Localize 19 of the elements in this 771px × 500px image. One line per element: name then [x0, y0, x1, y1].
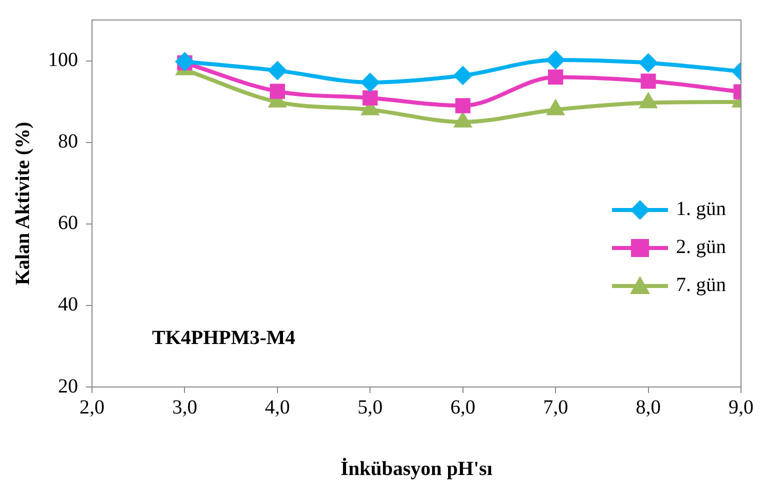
x-axis-title: İnkübasyon pH'sı: [340, 457, 493, 480]
y-tick-label: 100: [48, 49, 78, 72]
y-tick-label: 20: [58, 375, 78, 398]
annotation: TK4PHPM3-M4: [152, 327, 296, 350]
y-tick-label: 60: [58, 212, 78, 234]
x-tick-label: 8,0: [636, 396, 661, 418]
x-tick-label: 5,0: [358, 396, 383, 418]
legend-label: 7. gün: [676, 274, 726, 298]
x-tick-label: 7,0: [543, 396, 568, 418]
y-tick-label: 40: [58, 294, 78, 316]
x-tick-label: 4,0: [264, 396, 290, 418]
legend-label: 2. gün: [676, 236, 726, 260]
x-tick-label: 9,0: [728, 396, 754, 418]
y-tick-label: 80: [58, 130, 78, 153]
x-tick-label: 2,0: [80, 396, 104, 418]
y-axis-title: Kalan Aktivite (%): [12, 122, 34, 286]
x-tick-label: 3,0: [172, 396, 198, 418]
legend-label: 1. gün: [676, 198, 726, 222]
x-tick-label: 6,0: [450, 396, 476, 418]
